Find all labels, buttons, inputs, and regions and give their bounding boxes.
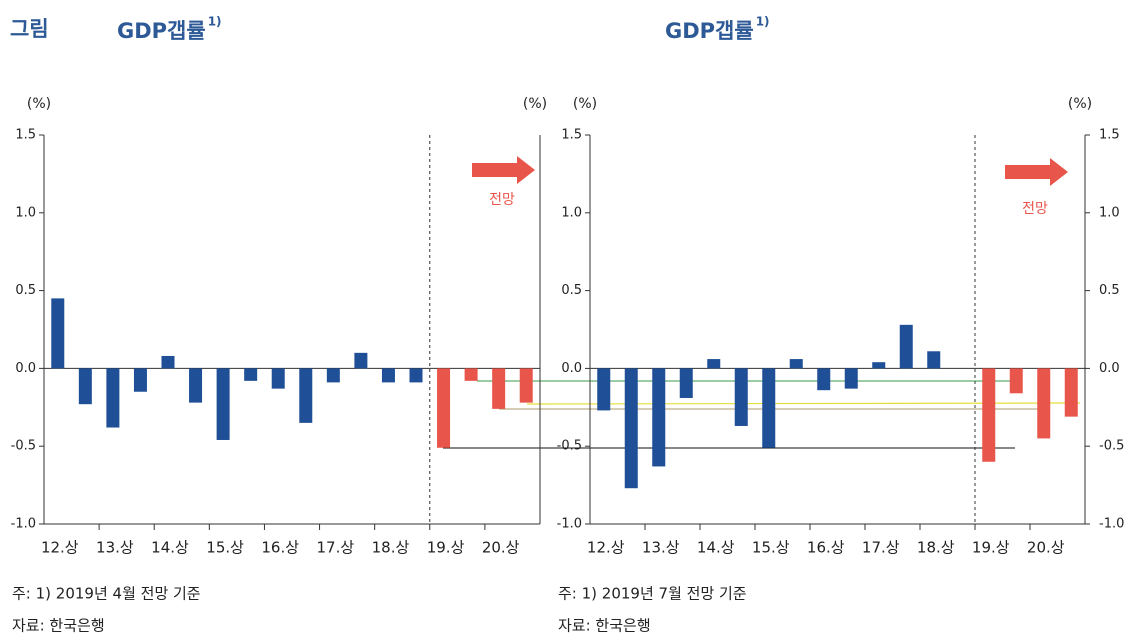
- bar: [437, 368, 451, 448]
- bar: [299, 368, 313, 423]
- y-tick-label: 0.5: [561, 283, 582, 298]
- annotation: 전망: [1022, 201, 1048, 217]
- bar: [1009, 368, 1023, 394]
- x-tick-label: 18.상: [917, 539, 955, 557]
- bar: [133, 368, 147, 392]
- y-tick-label: 1.0: [15, 205, 36, 220]
- bar: [189, 368, 203, 403]
- bar: [624, 368, 638, 489]
- bar: [679, 368, 693, 398]
- bar: [789, 359, 803, 369]
- y-tick-label: 1.0: [561, 205, 582, 220]
- y-tick-label: 0.5: [15, 283, 36, 298]
- bar: [271, 368, 285, 389]
- bar: [78, 368, 92, 405]
- y-tick-label: 1.0: [1099, 205, 1120, 220]
- title-note: 1): [208, 15, 222, 29]
- y-tick-label: 0.0: [1099, 361, 1120, 376]
- x-tick-label: 16.상: [261, 539, 299, 557]
- annotation: 전망: [489, 192, 515, 208]
- y-tick-label: 0.0: [561, 361, 582, 376]
- y-tick-label: 0.0: [15, 361, 36, 376]
- bar: [927, 351, 941, 369]
- bar: [519, 368, 533, 403]
- bar: [707, 359, 721, 369]
- y-tick-label: 1.5: [1099, 128, 1120, 143]
- x-tick-label: 20.상: [1027, 539, 1065, 557]
- x-tick-label: 19.상: [427, 539, 465, 557]
- x-tick-label: 17.상: [862, 539, 900, 557]
- x-tick-label: 15.상: [752, 539, 790, 557]
- source: 자료: 한국은행: [12, 617, 105, 635]
- bar: [161, 355, 175, 369]
- bar: [106, 368, 120, 428]
- note: 주: 1) 2019년 7월 전망 기준: [558, 585, 747, 603]
- x-tick-label: 15.상: [206, 539, 244, 557]
- y-tick-label: 1.5: [561, 128, 582, 143]
- source: 자료: 한국은행: [558, 617, 651, 635]
- forecast-arrow: [1005, 158, 1068, 186]
- x-tick-label: 13.상: [642, 539, 680, 557]
- x-tick-label: 16.상: [807, 539, 845, 557]
- bar: [762, 368, 776, 448]
- y-tick-label: 0.5: [1099, 283, 1120, 298]
- bar: [409, 368, 423, 383]
- bar: [1064, 368, 1078, 417]
- y-tick-label: -1.0: [1099, 517, 1124, 532]
- x-tick-label: 19.상: [972, 539, 1010, 557]
- bar: [244, 368, 258, 381]
- y-unit: (%): [573, 96, 597, 112]
- y-unit: (%): [523, 96, 547, 112]
- chart-title: GDP갭률: [117, 19, 206, 43]
- y-unit: (%): [1068, 96, 1092, 112]
- y-tick-label: -0.5: [11, 439, 36, 454]
- title-note: 1): [756, 15, 770, 29]
- y-tick-label: -1.0: [557, 517, 582, 532]
- bar: [872, 362, 886, 369]
- x-tick-label: 14.상: [697, 539, 735, 557]
- x-tick-label: 18.상: [372, 539, 410, 557]
- x-tick-label: 13.상: [96, 539, 134, 557]
- bar: [492, 368, 506, 409]
- x-tick-label: 17.상: [317, 539, 355, 557]
- bar: [597, 368, 611, 411]
- y-tick-label: 1.5: [15, 128, 36, 143]
- y-tick-label: -1.0: [11, 517, 36, 532]
- bar: [381, 368, 395, 383]
- bar: [464, 368, 478, 381]
- forecast-arrow: [472, 156, 535, 184]
- x-tick-label: 20.상: [482, 539, 520, 557]
- bar: [817, 368, 831, 391]
- bar: [51, 298, 65, 369]
- bar: [216, 368, 230, 440]
- bar: [1037, 368, 1051, 439]
- figure-label: 그림: [10, 17, 49, 41]
- y-tick-label: -0.5: [557, 439, 582, 454]
- bar: [326, 368, 340, 383]
- x-tick-label: 12.상: [587, 539, 625, 557]
- note: 주: 1) 2019년 4월 전망 기준: [12, 585, 201, 603]
- bar: [354, 352, 368, 369]
- y-tick-label: -0.5: [1099, 439, 1124, 454]
- bar: [899, 324, 913, 369]
- x-tick-label: 12.상: [41, 539, 79, 557]
- bar: [652, 368, 666, 467]
- bar: [982, 368, 996, 462]
- y-unit: (%): [27, 96, 51, 112]
- bar: [844, 368, 858, 389]
- x-tick-label: 14.상: [151, 539, 189, 557]
- chart-title: GDP갭률: [665, 19, 754, 43]
- bar: [734, 368, 748, 426]
